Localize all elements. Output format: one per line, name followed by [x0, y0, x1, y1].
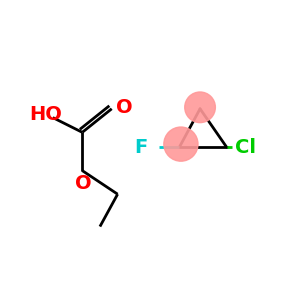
Text: O: O	[116, 98, 133, 117]
Text: HO: HO	[29, 105, 62, 124]
Text: F: F	[134, 138, 147, 157]
Text: O: O	[75, 174, 92, 193]
Circle shape	[164, 127, 198, 161]
Text: Cl: Cl	[236, 138, 256, 157]
Circle shape	[185, 92, 215, 123]
